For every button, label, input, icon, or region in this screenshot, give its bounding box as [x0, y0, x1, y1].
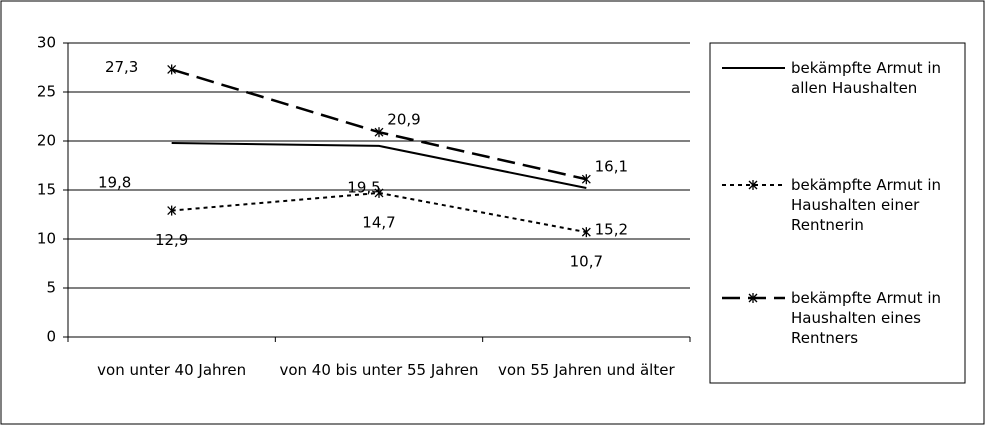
data-label: 15,2	[595, 221, 628, 239]
y-tick-label: 25	[37, 83, 56, 101]
x-tick-label: von 55 Jahren und älter	[498, 361, 675, 379]
legend-marker	[748, 180, 758, 190]
line-series	[171, 141, 587, 190]
y-tick-label: 30	[37, 34, 56, 52]
data-label: 19,8	[98, 173, 131, 191]
y-tick-label: 5	[46, 279, 56, 297]
y-tick-label: 10	[37, 230, 56, 248]
y-tick-label: 15	[37, 181, 56, 199]
data-label: 16,1	[595, 158, 628, 176]
marker	[581, 227, 591, 238]
legend-marker	[748, 293, 758, 303]
y-tick-label: 0	[46, 328, 56, 346]
data-label: 19,5	[347, 178, 380, 196]
x-tick-label: von 40 bis unter 55 Jahren	[279, 361, 479, 379]
x-tick-label: von unter 40 Jahren	[97, 361, 247, 379]
legend-label: bekämpfte Armut in allen Haushalten	[791, 59, 941, 97]
marker	[374, 187, 384, 198]
data-label: 20,9	[387, 111, 420, 129]
data-label: 27,3	[105, 58, 138, 76]
legend-box	[709, 42, 966, 384]
marker	[581, 174, 591, 185]
marker	[167, 205, 177, 216]
data-label: 14,7	[362, 213, 395, 231]
legend-label: bekämpfte Armut in Haushalten eines Rent…	[791, 289, 941, 347]
legend-label: bekämpfte Armut in Haushalten einer Rent…	[791, 176, 941, 234]
data-label: 12,9	[155, 231, 188, 249]
marker	[167, 64, 177, 75]
marker	[374, 127, 384, 138]
y-tick-label: 20	[37, 132, 56, 150]
data-label: 10,7	[570, 253, 603, 271]
